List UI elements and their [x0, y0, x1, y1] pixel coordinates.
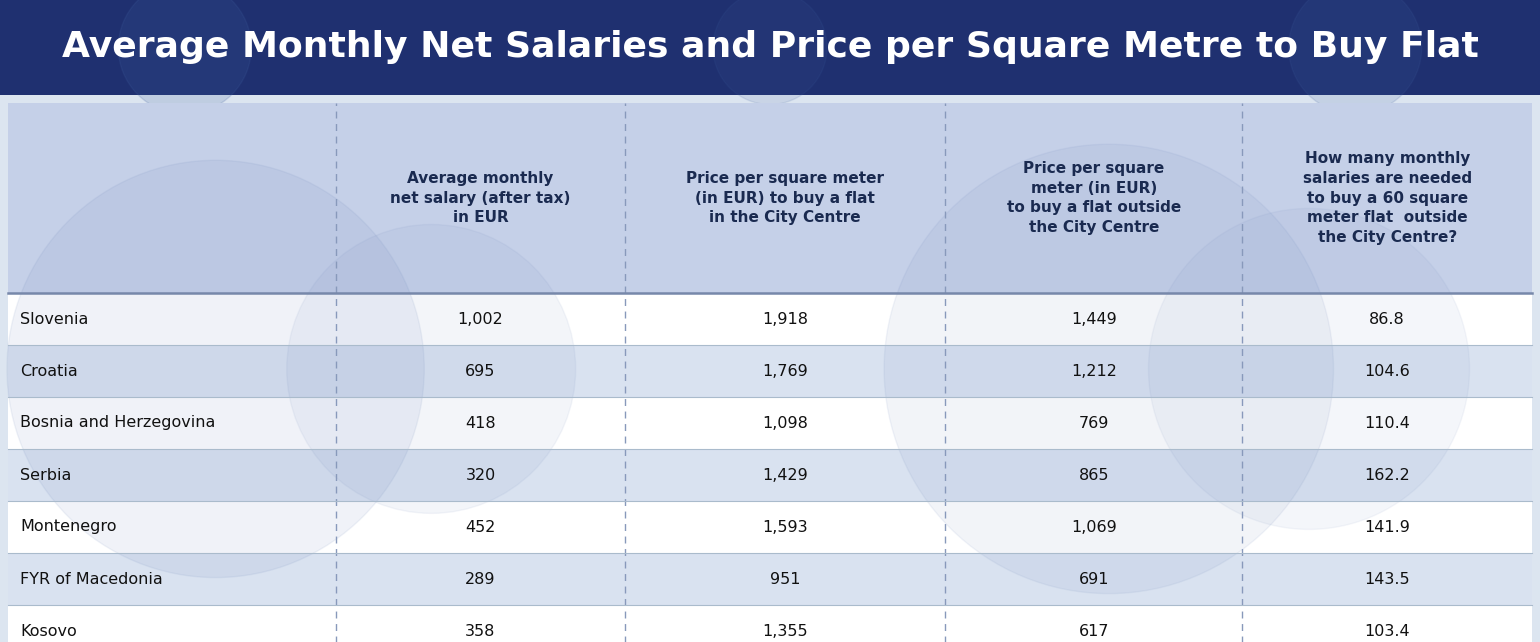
- Text: 452: 452: [465, 519, 496, 535]
- Text: Price per square
meter (in EUR)
to buy a flat outside
the City Centre: Price per square meter (in EUR) to buy a…: [1007, 160, 1181, 235]
- Text: Average Monthly Net Salaries and Price per Square Metre to Buy Flat: Average Monthly Net Salaries and Price p…: [62, 31, 1478, 64]
- Text: 418: 418: [465, 415, 496, 431]
- Text: 110.4: 110.4: [1364, 415, 1411, 431]
- Circle shape: [1149, 209, 1469, 530]
- Text: 358: 358: [465, 623, 496, 639]
- Circle shape: [884, 144, 1334, 594]
- FancyBboxPatch shape: [8, 397, 1532, 449]
- Circle shape: [8, 160, 424, 578]
- Text: Bosnia and Herzegovina: Bosnia and Herzegovina: [20, 415, 216, 431]
- FancyBboxPatch shape: [8, 345, 1532, 397]
- Text: 1,212: 1,212: [1070, 363, 1116, 379]
- Text: 289: 289: [465, 571, 496, 587]
- Text: 143.5: 143.5: [1364, 571, 1411, 587]
- Text: 86.8: 86.8: [1369, 311, 1404, 327]
- Text: 141.9: 141.9: [1364, 519, 1411, 535]
- Text: 1,449: 1,449: [1070, 311, 1116, 327]
- Text: 695: 695: [465, 363, 496, 379]
- Text: Price per square meter
(in EUR) to buy a flat
in the City Centre: Price per square meter (in EUR) to buy a…: [687, 171, 884, 225]
- Text: Serbia: Serbia: [20, 467, 71, 483]
- Text: 1,429: 1,429: [762, 467, 808, 483]
- Text: 865: 865: [1078, 467, 1109, 483]
- Text: Average monthly
net salary (after tax)
in EUR: Average monthly net salary (after tax) i…: [390, 171, 571, 225]
- Text: 691: 691: [1078, 571, 1109, 587]
- Text: 1,918: 1,918: [762, 311, 808, 327]
- Text: 1,069: 1,069: [1070, 519, 1116, 535]
- Text: 1,769: 1,769: [762, 363, 808, 379]
- Text: Croatia: Croatia: [20, 363, 77, 379]
- Circle shape: [119, 0, 251, 114]
- Text: 769: 769: [1078, 415, 1109, 431]
- FancyBboxPatch shape: [8, 501, 1532, 553]
- Text: 320: 320: [465, 467, 496, 483]
- Text: 617: 617: [1078, 623, 1109, 639]
- Text: 951: 951: [770, 571, 801, 587]
- Text: 104.6: 104.6: [1364, 363, 1411, 379]
- Circle shape: [1289, 0, 1421, 114]
- Text: 1,002: 1,002: [457, 311, 504, 327]
- FancyBboxPatch shape: [0, 0, 1540, 95]
- FancyBboxPatch shape: [8, 449, 1532, 501]
- FancyBboxPatch shape: [8, 553, 1532, 605]
- FancyBboxPatch shape: [8, 605, 1532, 642]
- Text: 103.4: 103.4: [1364, 623, 1411, 639]
- Text: Kosovo: Kosovo: [20, 623, 77, 639]
- FancyBboxPatch shape: [8, 103, 1532, 293]
- Text: How many monthly
salaries are needed
to buy a 60 square
meter flat  outside
the : How many monthly salaries are needed to …: [1303, 151, 1472, 245]
- Text: Slovenia: Slovenia: [20, 311, 88, 327]
- FancyBboxPatch shape: [8, 293, 1532, 345]
- Circle shape: [713, 0, 827, 105]
- Text: 1,593: 1,593: [762, 519, 808, 535]
- Text: 1,355: 1,355: [762, 623, 808, 639]
- Circle shape: [286, 225, 576, 514]
- Text: 1,098: 1,098: [762, 415, 808, 431]
- Text: Montenegro: Montenegro: [20, 519, 117, 535]
- Text: 162.2: 162.2: [1364, 467, 1411, 483]
- Text: FYR of Macedonia: FYR of Macedonia: [20, 571, 163, 587]
